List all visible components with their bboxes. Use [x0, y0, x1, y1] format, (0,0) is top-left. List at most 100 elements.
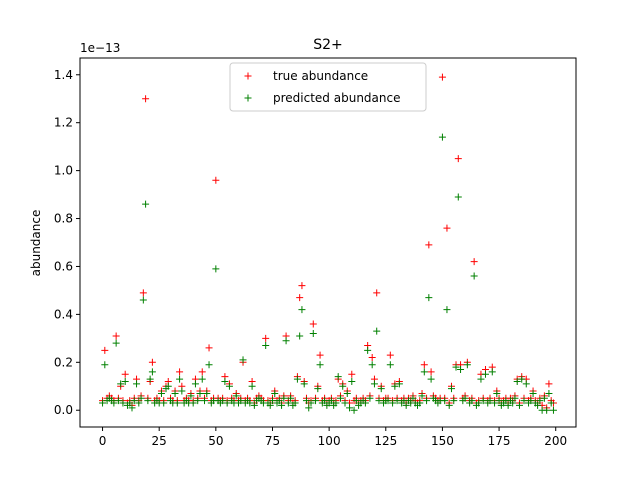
- x-tick-label: 175: [488, 434, 511, 448]
- data-point: [114, 397, 122, 405]
- data-point: [316, 351, 324, 359]
- y-tick-label: 0.2: [54, 355, 73, 369]
- data-point: [370, 380, 378, 388]
- data-point: [164, 382, 172, 390]
- data-point: [119, 399, 127, 407]
- data-point: [298, 282, 306, 290]
- data-point: [225, 382, 233, 390]
- legend-box: [229, 62, 427, 112]
- data-point: [223, 399, 231, 407]
- data-point: [373, 327, 381, 335]
- data-point: [495, 397, 503, 405]
- data-point: [203, 389, 211, 397]
- data-point: [312, 397, 320, 405]
- data-point: [278, 401, 286, 409]
- data-point: [296, 294, 304, 302]
- x-tick-label: 75: [265, 434, 280, 448]
- data-point: [479, 397, 487, 405]
- data-point: [348, 377, 356, 385]
- data-point: [454, 193, 462, 201]
- data-point: [513, 377, 521, 385]
- data-point: [536, 397, 544, 405]
- data-point: [346, 404, 354, 412]
- data-point: [148, 368, 156, 376]
- x-tick-label: 25: [152, 434, 167, 448]
- data-point: [282, 337, 290, 345]
- data-point: [540, 394, 548, 402]
- data-point: [477, 375, 485, 383]
- data-point: [361, 399, 369, 407]
- chart-title: S2+: [313, 37, 343, 53]
- data-point: [423, 397, 431, 405]
- data-point: [275, 397, 283, 405]
- data-point: [117, 380, 125, 388]
- data-point: [343, 389, 351, 397]
- data-point: [191, 380, 199, 388]
- data-point: [447, 385, 455, 393]
- data-point: [527, 397, 535, 405]
- data-point: [486, 397, 494, 405]
- data-point: [296, 332, 304, 340]
- legend-entry-true-abundance: true abundance: [244, 69, 368, 83]
- data-point: [309, 320, 317, 328]
- data-point: [121, 370, 129, 378]
- data-point: [302, 397, 310, 405]
- data-point: [425, 241, 433, 249]
- data-point: [250, 401, 258, 409]
- legend-marker-predicted-abundance: [244, 94, 252, 102]
- data-point: [291, 399, 299, 407]
- data-point: [416, 399, 424, 407]
- data-point: [373, 289, 381, 297]
- legend-marker-true-abundance: [244, 72, 252, 80]
- data-point: [221, 377, 229, 385]
- data-point: [314, 385, 322, 393]
- y-tick-label: 1.0: [54, 164, 73, 178]
- data-point: [450, 397, 458, 405]
- data-point: [409, 394, 417, 402]
- data-point: [262, 334, 270, 342]
- data-point: [402, 401, 410, 409]
- data-point: [549, 406, 557, 414]
- data-point: [504, 401, 512, 409]
- data-point: [520, 397, 528, 405]
- data-point: [205, 344, 213, 352]
- data-point: [212, 176, 220, 184]
- data-point: [366, 394, 374, 402]
- y-tick-label: 0.6: [54, 259, 73, 273]
- data-point: [144, 397, 152, 405]
- data-point: [441, 397, 449, 405]
- data-point: [518, 375, 526, 383]
- data-point: [194, 397, 202, 405]
- data-point: [321, 397, 329, 405]
- data-point: [427, 368, 435, 376]
- data-point: [470, 258, 478, 266]
- data-point: [420, 368, 428, 376]
- data-point: [198, 375, 206, 383]
- data-point: [454, 155, 462, 163]
- data-point: [368, 361, 376, 369]
- data-point: [219, 397, 227, 405]
- data-point: [418, 392, 426, 400]
- data-point: [280, 394, 288, 402]
- x-axis: 0 25 50 75 100 125 150 175 200: [99, 427, 567, 448]
- data-point: [509, 399, 517, 407]
- plot-area: [99, 73, 557, 414]
- x-tick-label: 200: [544, 434, 567, 448]
- data-point: [443, 224, 451, 232]
- data-point: [364, 346, 372, 354]
- data-point: [438, 133, 446, 141]
- data-point: [425, 294, 433, 302]
- data-point: [239, 356, 247, 364]
- data-point: [135, 399, 143, 407]
- data-point: [522, 380, 530, 388]
- data-point: [481, 370, 489, 378]
- y-offset-label: 1e−13: [80, 41, 120, 55]
- data-point: [389, 399, 397, 407]
- legend-label-predicted-abundance: predicted abundance: [273, 91, 400, 105]
- data-point: [271, 389, 279, 397]
- data-point: [187, 392, 195, 400]
- data-point: [543, 406, 551, 414]
- data-point: [332, 399, 340, 407]
- x-tick-label: 50: [208, 434, 223, 448]
- y-axis-label: abundance: [29, 210, 43, 277]
